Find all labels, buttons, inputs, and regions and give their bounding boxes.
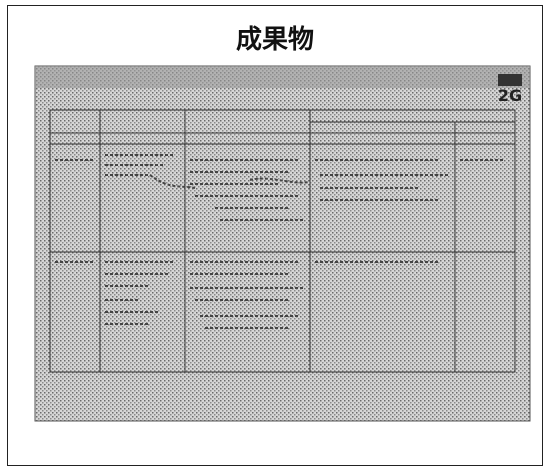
document-photo: 2G xyxy=(34,65,531,422)
photo-label: 2G xyxy=(498,86,522,105)
slide-title: 成果物 xyxy=(236,25,314,55)
